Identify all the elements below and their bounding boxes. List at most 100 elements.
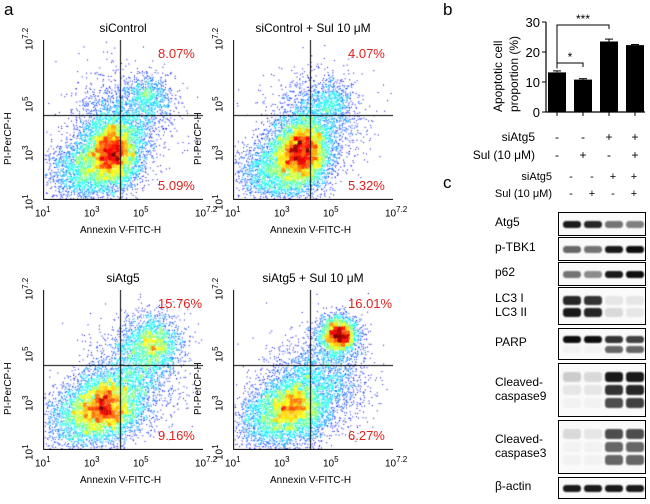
x-tick-label: 105: [323, 205, 339, 220]
y-tick-label: 103: [211, 395, 226, 411]
bar: [600, 41, 618, 112]
protein-band: [584, 245, 602, 253]
flow-plot-title: siControl + Sul 10 μM: [255, 21, 371, 35]
x-tick-label: 101: [225, 455, 241, 470]
protein-band: [626, 455, 644, 465]
blot-label: β-actin: [495, 479, 532, 493]
row-label-sul: Sul (10 μM): [473, 148, 535, 162]
flow-plot-title: siControl: [99, 21, 147, 35]
blot-label: Cleaved-caspase3: [495, 432, 547, 460]
siatg5-sign: +: [609, 171, 617, 183]
significance-label: ***: [576, 12, 590, 26]
y-tick-label: 107.2: [21, 27, 36, 50]
protein-band: [626, 270, 644, 278]
y-tick-label: 101: [211, 194, 226, 210]
protein-band: [563, 345, 581, 353]
protein-band: [584, 335, 602, 343]
x-tick-label: 105: [133, 455, 149, 470]
x-tick-label: 103: [84, 205, 100, 220]
x-tick-label: 101: [225, 205, 241, 220]
x-axis-label: Annexin V-FITC-H: [80, 225, 162, 236]
panel-a-letter: a: [4, 0, 14, 19]
x-axis-label: Annexin V-FITC-H: [270, 475, 352, 486]
blot-label: Cleaved-caspase9: [495, 375, 547, 403]
protein-band: [605, 307, 623, 317]
upper-right-quadrant-pct: 16.01%: [348, 296, 393, 311]
protein-band: [626, 307, 644, 317]
x-tick-label: 107.2: [385, 455, 408, 470]
protein-band: [563, 398, 581, 408]
protein-band: [563, 307, 581, 317]
blot-label: PARP: [495, 335, 527, 349]
protein-band: [605, 220, 623, 228]
blot-row: [558, 363, 646, 417]
protein-band: [584, 455, 602, 465]
y-tick-label: 101: [21, 194, 36, 210]
protein-band: [626, 385, 644, 395]
blot-label: LC3 I LC3 II: [495, 291, 528, 319]
sul-sign: -: [555, 148, 559, 162]
lower-right-quadrant-pct: 5.09%: [158, 178, 195, 193]
x-tick-label: 101: [35, 455, 51, 470]
siatg5-sign: -: [555, 130, 559, 144]
protein-band: [626, 398, 644, 408]
blot-row: [558, 212, 646, 236]
y-axis-label: PI-PerCP-H: [3, 112, 14, 165]
protein-band: [563, 484, 581, 492]
y-tick-label: 20: [526, 45, 540, 60]
protein-band: [605, 345, 623, 353]
bar: [548, 72, 566, 112]
y-tick-label: 103: [21, 145, 36, 161]
sul-sign: -: [569, 188, 573, 200]
protein-band: [605, 484, 623, 492]
protein-band: [584, 345, 602, 353]
protein-band: [563, 220, 581, 228]
blot-row: [558, 420, 646, 474]
protein-band: [563, 295, 581, 305]
upper-right-quadrant-pct: 4.07%: [348, 46, 385, 61]
siatg5-sign: -: [581, 130, 585, 144]
protein-band: [584, 270, 602, 278]
protein-band: [605, 372, 623, 382]
sul-sign: +: [631, 148, 638, 162]
y-axis-label-line1: Apoptotic cell: [491, 41, 505, 112]
siatg5-sign: +: [630, 171, 638, 183]
blot-row: [558, 237, 646, 261]
protein-band: [563, 372, 581, 382]
flow-density-plot: [233, 40, 393, 200]
protein-band: [605, 270, 623, 278]
flow-plot-title: siAtg5: [106, 271, 140, 285]
protein-band: [626, 345, 644, 353]
protein-band: [584, 442, 602, 452]
sul-sign: +: [579, 148, 586, 162]
bar: [574, 79, 592, 112]
y-axis-label: PI-PerCP-H: [193, 362, 204, 415]
protein-band: [584, 307, 602, 317]
y-tick-label: 105: [21, 346, 36, 362]
protein-band: [563, 335, 581, 343]
protein-band: [563, 270, 581, 278]
y-tick-label: 101: [211, 444, 226, 460]
row-label-sul: Sul (10 μM): [494, 188, 552, 200]
protein-band: [605, 455, 623, 465]
protein-band: [626, 429, 644, 439]
y-tick-label: 103: [211, 145, 226, 161]
protein-band: [626, 335, 644, 343]
protein-band: [584, 429, 602, 439]
blot-row: [558, 328, 646, 360]
y-tick-label: 105: [211, 346, 226, 362]
flow-density-plot: [233, 290, 393, 450]
blot-label: p62: [495, 265, 516, 279]
protein-band: [563, 385, 581, 395]
sul-sign: -: [607, 148, 611, 162]
y-tick-label: 103: [21, 395, 36, 411]
y-tick-label: 101: [21, 444, 36, 460]
protein-band: [584, 385, 602, 395]
x-tick-label: 107.2: [195, 455, 218, 470]
flow-density-plot: [43, 290, 203, 450]
blot-label: p-TBK1: [495, 240, 536, 254]
protein-band: [584, 398, 602, 408]
protein-band: [563, 442, 581, 452]
